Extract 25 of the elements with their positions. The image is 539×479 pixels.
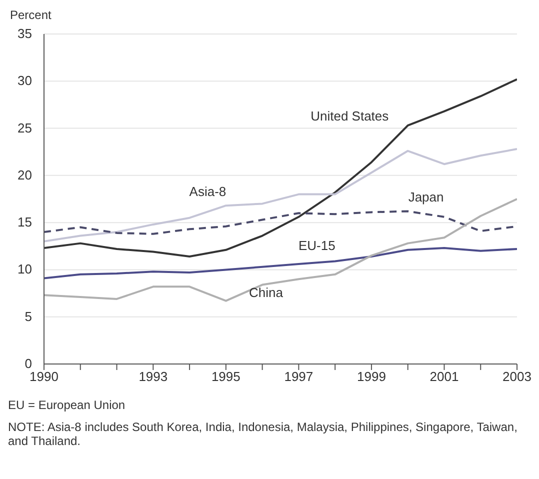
text: EU = European Union: [8, 398, 126, 412]
series-label: China: [248, 284, 284, 300]
y-tick-label: 20: [18, 167, 32, 182]
series-label: Japan: [408, 190, 444, 205]
series-label: United States: [310, 108, 390, 124]
series-label: EU-15: [298, 238, 336, 253]
series-label: Asia-8: [189, 184, 226, 200]
x-tick-label: 1999: [357, 369, 386, 384]
line-series: [44, 78, 517, 258]
y-tick-label: 0: [24, 356, 32, 371]
y-tick-label: 30: [18, 73, 32, 88]
y-tick-label: 15: [18, 214, 32, 230]
x-tick-label: 2003: [502, 369, 532, 384]
y-tick-label: 10: [18, 262, 32, 277]
y-tick-label: 5: [24, 308, 32, 324]
x-tick-label: 1997: [284, 369, 314, 384]
y-axis-title: Percent: [10, 8, 52, 22]
y-tick-label: 25: [18, 120, 32, 136]
y-tick-label: 35: [18, 26, 32, 41]
line-series: [44, 148, 517, 242]
x-tick-label: 2001: [430, 369, 459, 384]
x-tick-label: 1993: [138, 369, 168, 384]
text: NOTE: Asia-8 includes South Korea, India, Indonesia, Malaysia, Philippines, Singapore, Taiwan, and Thailand.: [8, 420, 518, 448]
x-tick-label: 1990: [30, 369, 58, 384]
x-tick-label: 1995: [211, 369, 240, 384]
